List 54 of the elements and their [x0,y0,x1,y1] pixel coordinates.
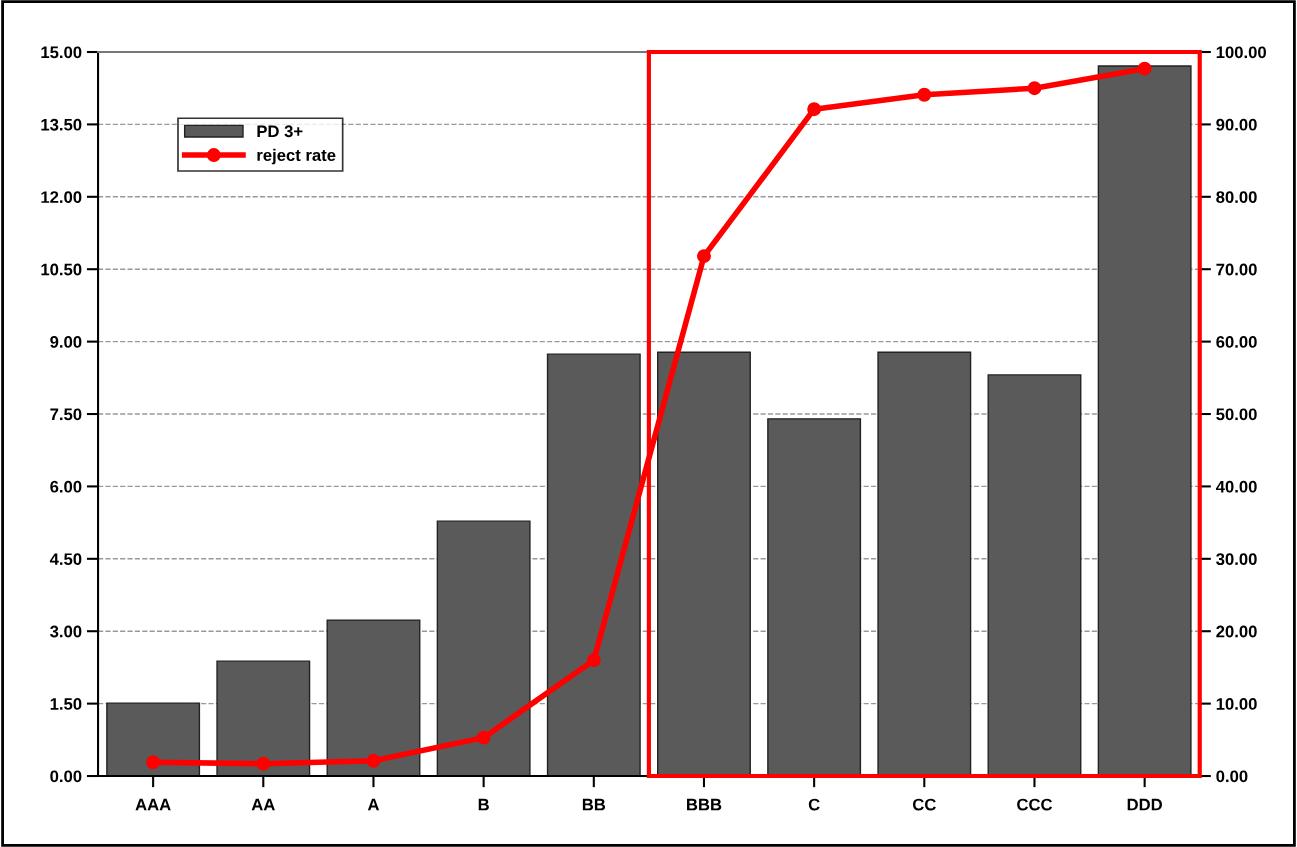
y2-tick-label: 50.00 [1216,408,1257,421]
bar [767,418,862,777]
x-tick-label: BB [582,798,606,811]
y-tick-label: 4.50 [49,553,82,566]
y-tick-label: 10.50 [41,263,82,276]
y2-tick-label: 100.00 [1216,46,1266,59]
point [476,730,491,745]
bar [546,353,641,777]
point [586,653,601,668]
bar [216,660,311,777]
y2-tick-label: 20.00 [1216,625,1257,638]
bar [1097,65,1192,777]
y-tick-label: 3.00 [50,625,82,638]
y2-tick-label: 0.00 [1216,770,1248,783]
x-tick-label: AAA [135,798,171,811]
bar [877,351,972,777]
x-tick-label: CCC [1017,798,1053,811]
point [697,249,711,264]
y-tick-label: 9.00 [50,336,82,348]
bar [326,619,421,777]
x-tick-label: A [367,798,380,811]
y2-tick-label: 70.00 [1216,263,1257,276]
y-tick-label: 13.50 [41,118,82,131]
legend-label: PD 3+ [257,125,303,138]
bar [436,520,531,777]
bar [987,374,1082,777]
point [917,87,932,102]
point [146,755,161,770]
y-tick-label: 7.50 [50,408,82,421]
y-tick-label: 0.00 [50,770,82,783]
x-tick-label: BBB [687,798,722,811]
point [1137,61,1152,76]
y2-tick-label: 30.00 [1216,553,1257,566]
y2-tick-label: 40.00 [1215,480,1257,493]
x-tick-label: B [478,798,489,811]
y2-tick-label: 80.00 [1216,191,1257,204]
y-tick-label: 1.50 [50,698,82,710]
bar [106,702,201,777]
y-tick-label: 12.00 [41,191,82,204]
point [366,753,381,768]
y2-tick-label: 90.00 [1216,118,1257,131]
bar [657,351,751,777]
x-tick-label: CC [912,798,936,811]
y2-tick-label: 60.00 [1216,336,1257,348]
legend-label: reject rate [257,148,336,165]
y-tick-label: 6.00 [50,480,82,493]
y-tick-label: 15.00 [41,46,82,59]
y2-tick-label: 10.00 [1216,698,1257,710]
x-tick-label: DDD [1127,798,1162,811]
x-tick-label: C [808,798,820,811]
x-tick-label: AA [251,798,275,811]
point [807,102,822,117]
point [256,756,271,771]
point [1027,81,1042,96]
